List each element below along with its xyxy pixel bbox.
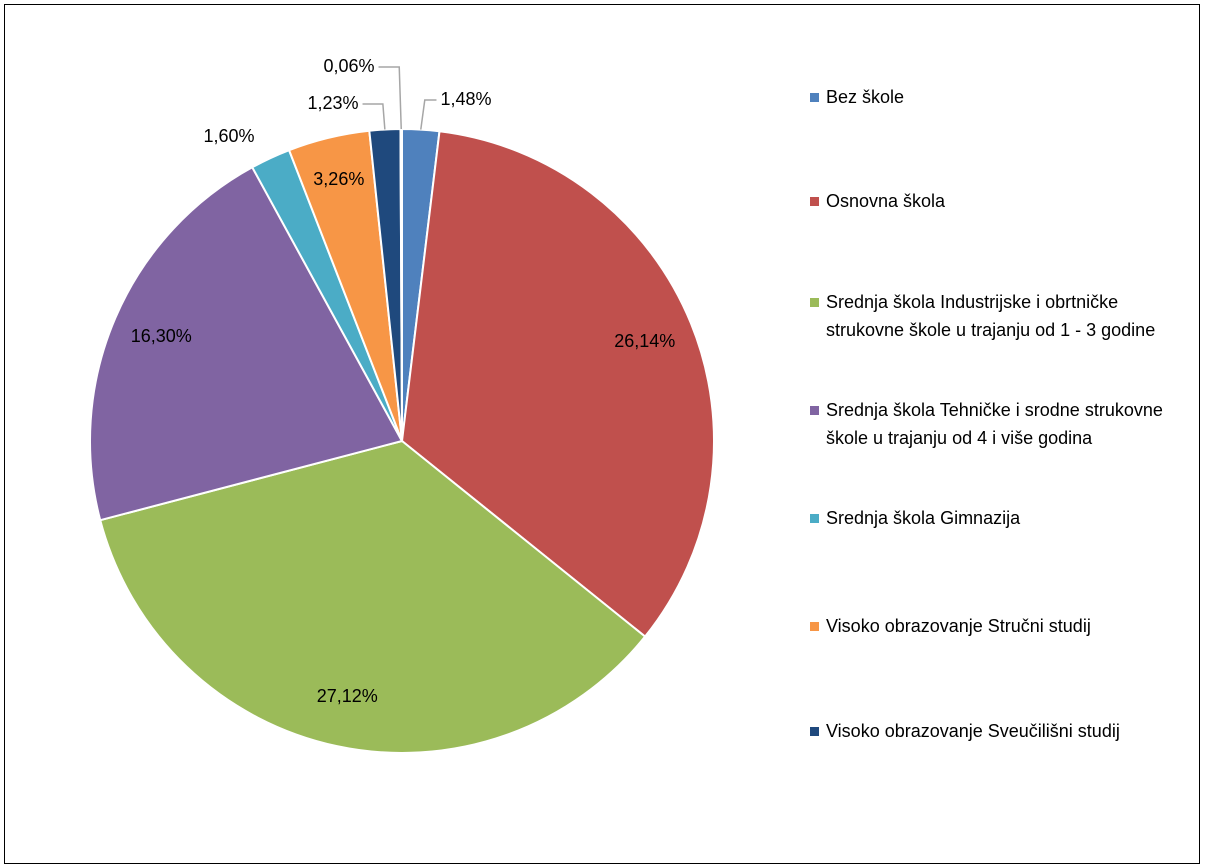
legend-swatch	[810, 298, 819, 307]
pie-slice	[400, 130, 715, 638]
legend-label: Bez škole	[826, 87, 905, 107]
data-label: 3,26%	[313, 169, 364, 189]
data-label: 1,60%	[203, 126, 254, 146]
chart-frame	[4, 4, 1200, 864]
legend-item: Srednja škola Industrijske i obrtničke s…	[810, 288, 1180, 344]
legend-swatch	[810, 727, 819, 736]
legend-item: Bez škole	[810, 83, 1180, 111]
legend-swatch	[810, 197, 819, 206]
legend-label: Osnovna škola	[826, 191, 946, 211]
legend-swatch	[810, 93, 819, 102]
leader-line	[362, 103, 386, 130]
legend-label: Visoko obrazovanje Stručni studij	[826, 616, 1091, 636]
data-label: 16,30%	[131, 326, 192, 346]
legend-label: Srednja škola Gimnazija	[826, 508, 1021, 528]
legend-swatch	[810, 622, 819, 631]
data-label: 26,14%	[614, 331, 675, 351]
legend-label: Srednja škola Industrijske i obrtničke s…	[826, 292, 1156, 340]
legend-item: Visoko obrazovanje Stručni studij	[810, 612, 1180, 640]
data-label: 0,06%	[323, 56, 374, 76]
legend-item: Visoko obrazovanje Sveučilišni studij	[810, 717, 1180, 745]
leader-line	[378, 66, 402, 130]
pie-slice	[89, 165, 404, 522]
legend-swatch	[810, 514, 819, 523]
legend-label: Visoko obrazovanje Sveučilišni studij	[826, 721, 1120, 741]
leader-line	[420, 99, 437, 130]
legend-label: Srednja škola Tehničke i srodne strukovn…	[826, 400, 1163, 448]
pie-slice	[98, 439, 647, 754]
data-label: 1,23%	[307, 93, 358, 113]
pie-slice	[399, 127, 403, 442]
legend-item: Srednja škola Gimnazija	[810, 504, 1180, 532]
data-label: 1,48%	[440, 89, 491, 109]
data-label: 27,12%	[317, 686, 378, 706]
legend-item: Srednja škola Tehničke i srodne strukovn…	[810, 396, 1180, 452]
legend-item: Osnovna škola	[810, 187, 1180, 215]
legend-swatch	[810, 406, 819, 415]
